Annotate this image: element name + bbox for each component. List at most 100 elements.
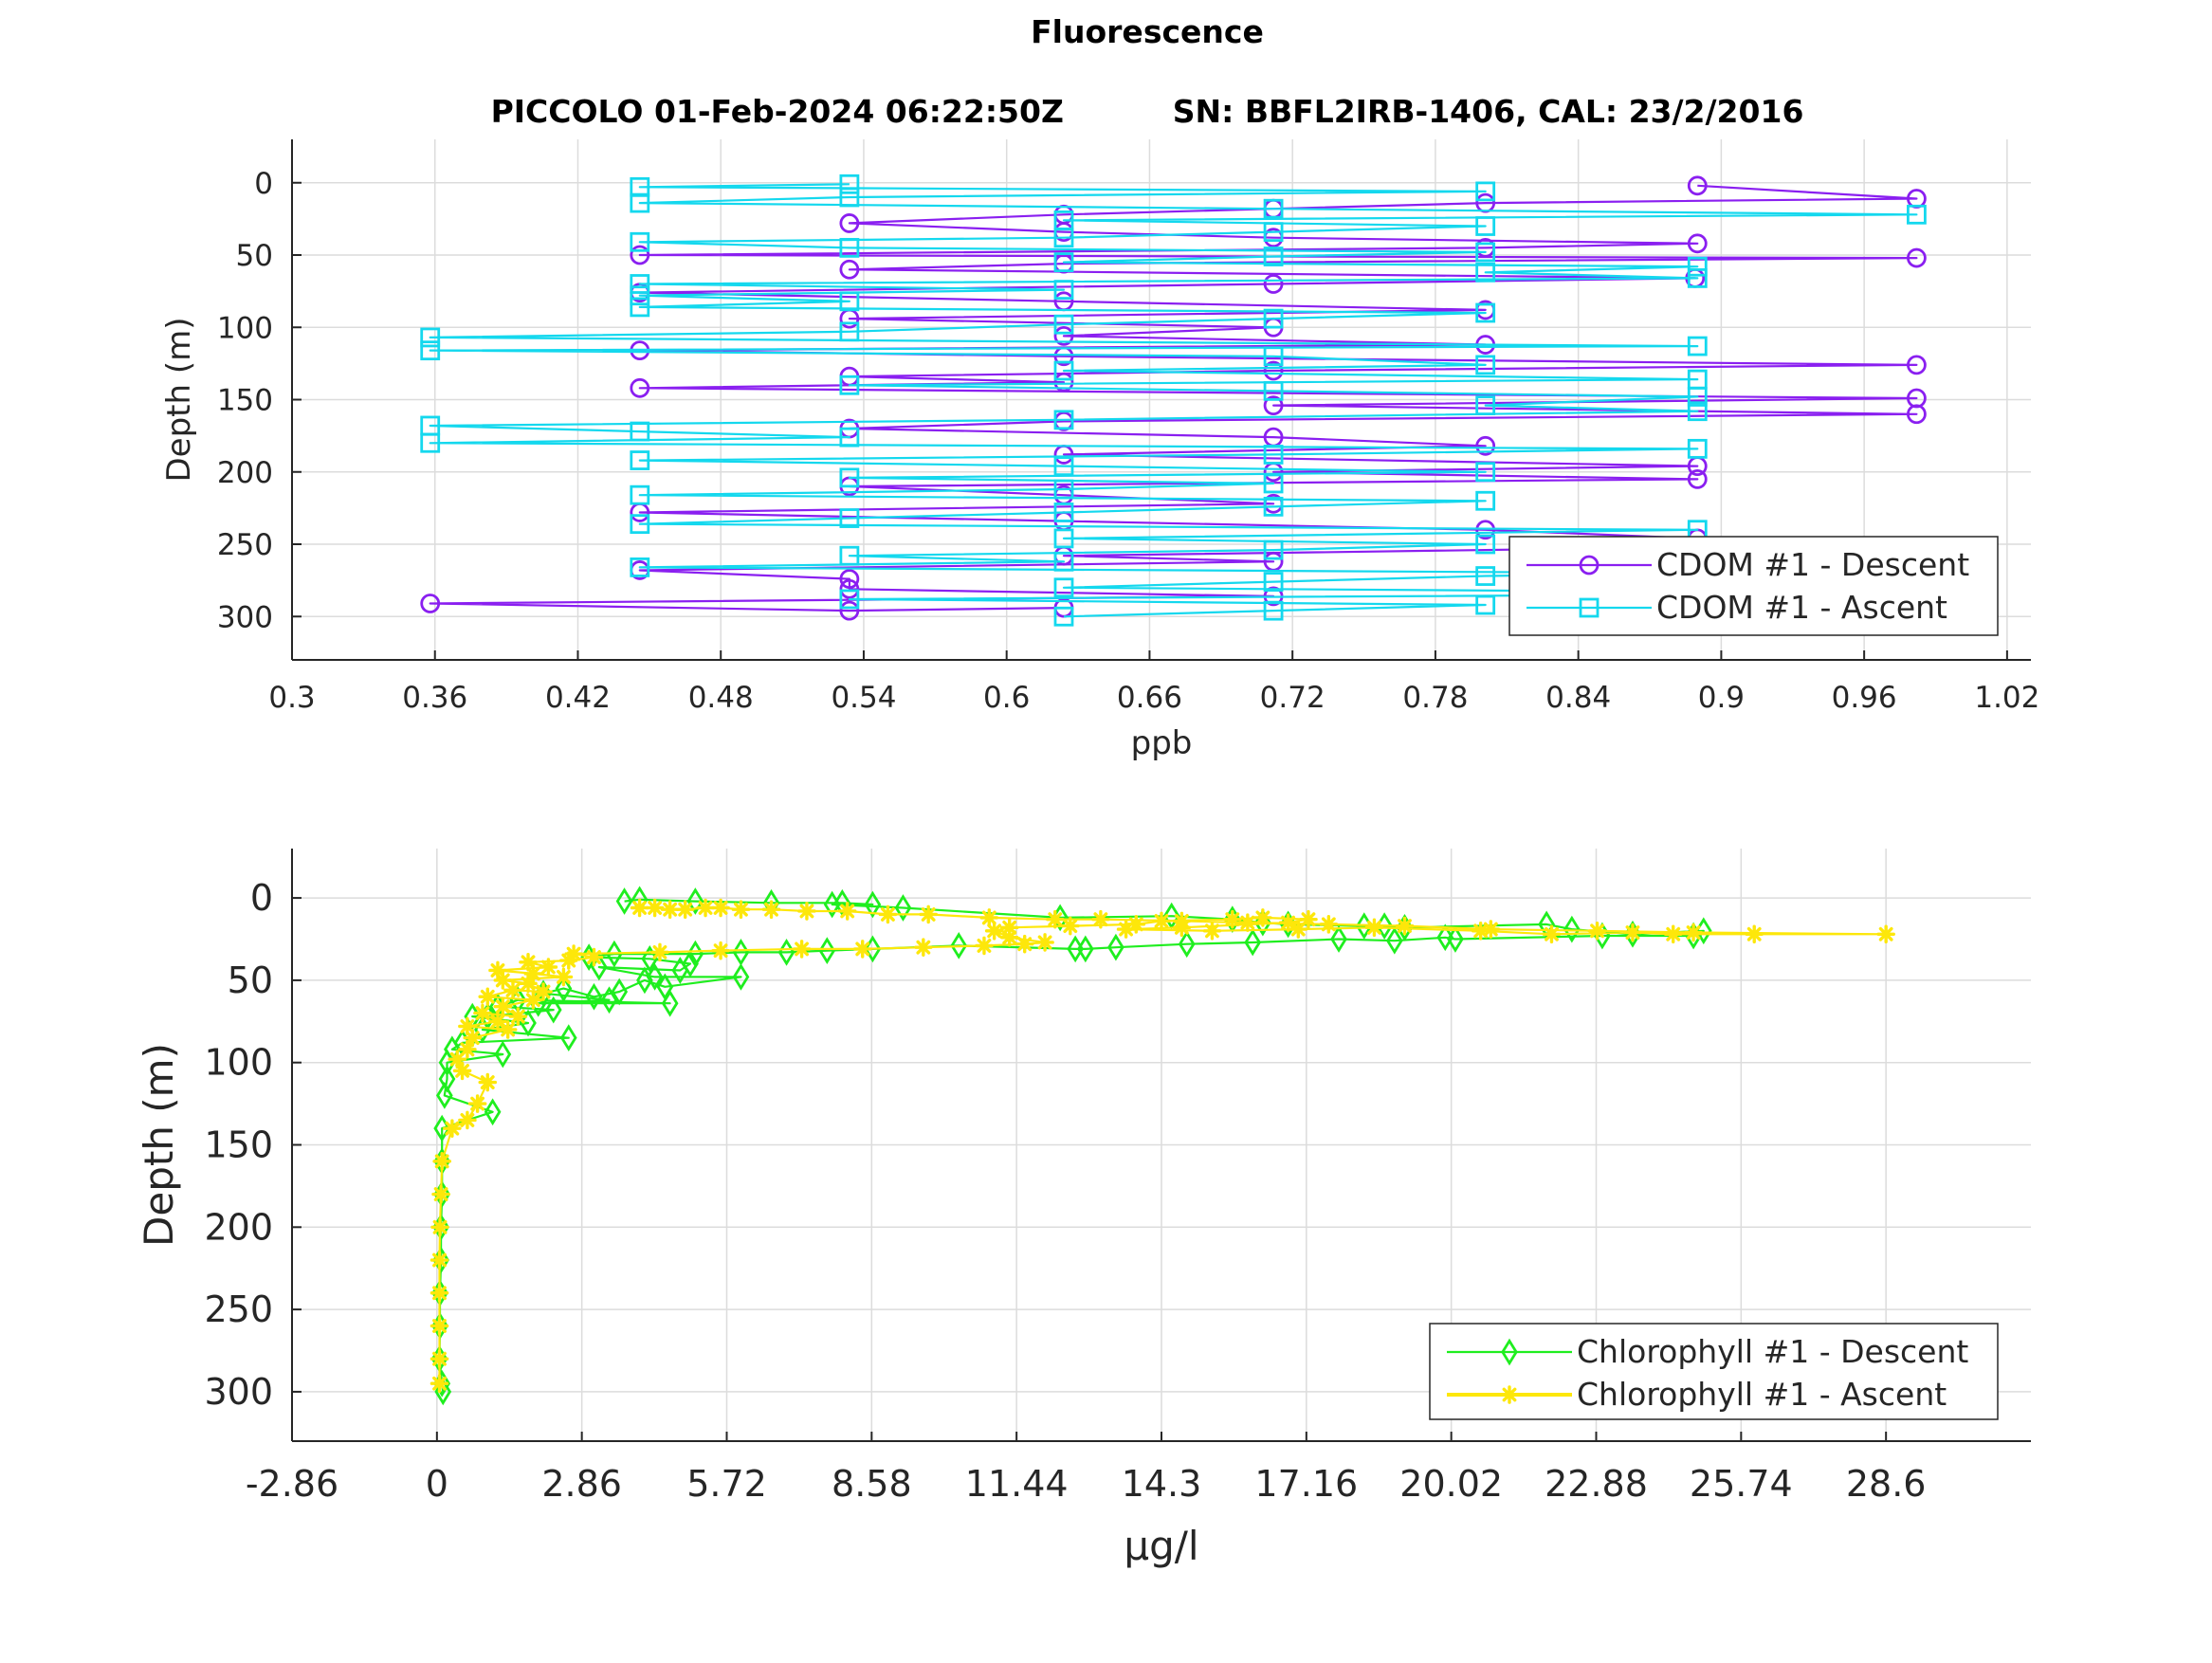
data-point bbox=[839, 174, 860, 194]
x-axis-label: μg/l bbox=[1124, 1523, 1198, 1569]
data-point bbox=[630, 514, 650, 535]
data-point bbox=[431, 1184, 450, 1204]
data-point bbox=[1475, 534, 1496, 555]
x-tick-label: 0.84 bbox=[1545, 681, 1611, 715]
legend-marker bbox=[1501, 1338, 1518, 1366]
data-point bbox=[711, 941, 730, 960]
data-point bbox=[1263, 346, 1284, 367]
figure-subtitle: PICCOLO 01-Feb-2024 06:22:50Z SN: BBFL2I… bbox=[491, 93, 1804, 130]
x-tick-label: 20.02 bbox=[1399, 1463, 1503, 1505]
data-point bbox=[1396, 913, 1414, 941]
data-point bbox=[478, 1072, 498, 1092]
x-tick-label: 0.9 bbox=[1698, 681, 1745, 715]
data-point bbox=[1263, 380, 1284, 401]
data-point bbox=[894, 894, 912, 922]
x-tick-label: 28.6 bbox=[1846, 1463, 1927, 1505]
data-point bbox=[839, 569, 860, 589]
data-point bbox=[600, 986, 618, 1014]
x-tick-label: 0.42 bbox=[545, 681, 611, 715]
y-tick-label: 50 bbox=[236, 239, 273, 273]
data-point bbox=[430, 1374, 449, 1394]
data-point bbox=[818, 937, 836, 965]
data-point bbox=[539, 958, 558, 977]
x-tick-label: 0 bbox=[426, 1463, 448, 1505]
data-point bbox=[630, 274, 650, 294]
data-point bbox=[696, 898, 715, 918]
data-point bbox=[615, 887, 633, 915]
series-line bbox=[429, 183, 1918, 618]
x-tick-label: 0.54 bbox=[831, 681, 896, 715]
data-point bbox=[839, 589, 860, 610]
x-tick-label: 5.72 bbox=[686, 1463, 767, 1505]
data-point bbox=[630, 285, 650, 306]
data-point bbox=[682, 950, 699, 978]
x-tick-label: 8.58 bbox=[832, 1463, 912, 1505]
x-tick-label: 25.74 bbox=[1690, 1463, 1793, 1505]
data-point bbox=[1263, 222, 1284, 243]
data-point bbox=[839, 600, 860, 621]
data-point bbox=[630, 557, 650, 577]
legend-label: Chlorophyll #1 - Descent bbox=[1577, 1333, 1968, 1370]
data-point bbox=[837, 902, 857, 921]
data-point bbox=[630, 176, 650, 197]
data-point bbox=[630, 484, 650, 505]
data-point bbox=[1263, 198, 1284, 219]
data-point bbox=[1745, 924, 1764, 944]
data-point bbox=[864, 890, 882, 919]
cdom-panel: 0.3 0.36 0.42 0.48 0.54 0.6 0.66 0.72 0.78 0.84 0.… bbox=[160, 139, 2039, 762]
legend-label: CDOM #1 - Descent bbox=[1656, 546, 1969, 583]
data-point bbox=[839, 291, 860, 312]
data-point bbox=[1687, 369, 1708, 390]
data-point bbox=[1563, 915, 1581, 943]
data-point bbox=[839, 508, 860, 528]
data-point bbox=[1684, 923, 1703, 942]
figure-title: Fluorescence bbox=[1031, 13, 1264, 50]
data-point bbox=[1263, 572, 1284, 593]
data-point bbox=[1045, 909, 1065, 929]
data-point bbox=[671, 957, 689, 984]
data-point bbox=[852, 940, 872, 959]
legend-marker bbox=[1500, 1385, 1519, 1404]
y-tick-label: 300 bbox=[217, 600, 273, 634]
data-point bbox=[839, 467, 860, 488]
data-point bbox=[630, 231, 650, 252]
data-point bbox=[1475, 355, 1496, 375]
data-point bbox=[493, 996, 513, 1016]
data-point bbox=[630, 245, 650, 265]
data-point bbox=[839, 237, 860, 258]
data-point bbox=[1687, 233, 1708, 254]
data-point bbox=[420, 594, 441, 613]
data-point bbox=[1481, 920, 1501, 939]
series-ascent bbox=[430, 898, 1895, 1394]
data-point bbox=[1663, 924, 1683, 944]
y-tick-label: 300 bbox=[204, 1371, 273, 1413]
data-point bbox=[686, 887, 704, 915]
x-tick-label: 11.44 bbox=[965, 1463, 1069, 1505]
data-point bbox=[1053, 325, 1074, 346]
y-tick-label: 200 bbox=[217, 456, 273, 490]
data-point bbox=[1687, 256, 1708, 277]
data-point bbox=[1475, 566, 1496, 586]
y-tick-label: 250 bbox=[204, 1288, 273, 1330]
data-point bbox=[564, 944, 583, 963]
data-point bbox=[1263, 539, 1284, 560]
x-axis-label: ppb bbox=[1131, 724, 1193, 762]
data-point bbox=[1053, 479, 1074, 500]
data-point bbox=[555, 975, 573, 1002]
data-point bbox=[1587, 922, 1607, 941]
x-tick-label: 0.78 bbox=[1402, 681, 1468, 715]
data-point bbox=[420, 415, 441, 436]
data-point bbox=[839, 427, 860, 448]
data-point bbox=[1475, 181, 1496, 202]
data-point bbox=[484, 1098, 502, 1126]
data-point bbox=[645, 898, 665, 918]
data-point bbox=[478, 987, 498, 1007]
data-point bbox=[914, 938, 933, 957]
data-point bbox=[630, 421, 650, 442]
data-point bbox=[1263, 308, 1284, 329]
data-point bbox=[1475, 395, 1496, 416]
data-point bbox=[1475, 302, 1496, 323]
data-point bbox=[792, 940, 812, 959]
data-point bbox=[1053, 252, 1074, 273]
